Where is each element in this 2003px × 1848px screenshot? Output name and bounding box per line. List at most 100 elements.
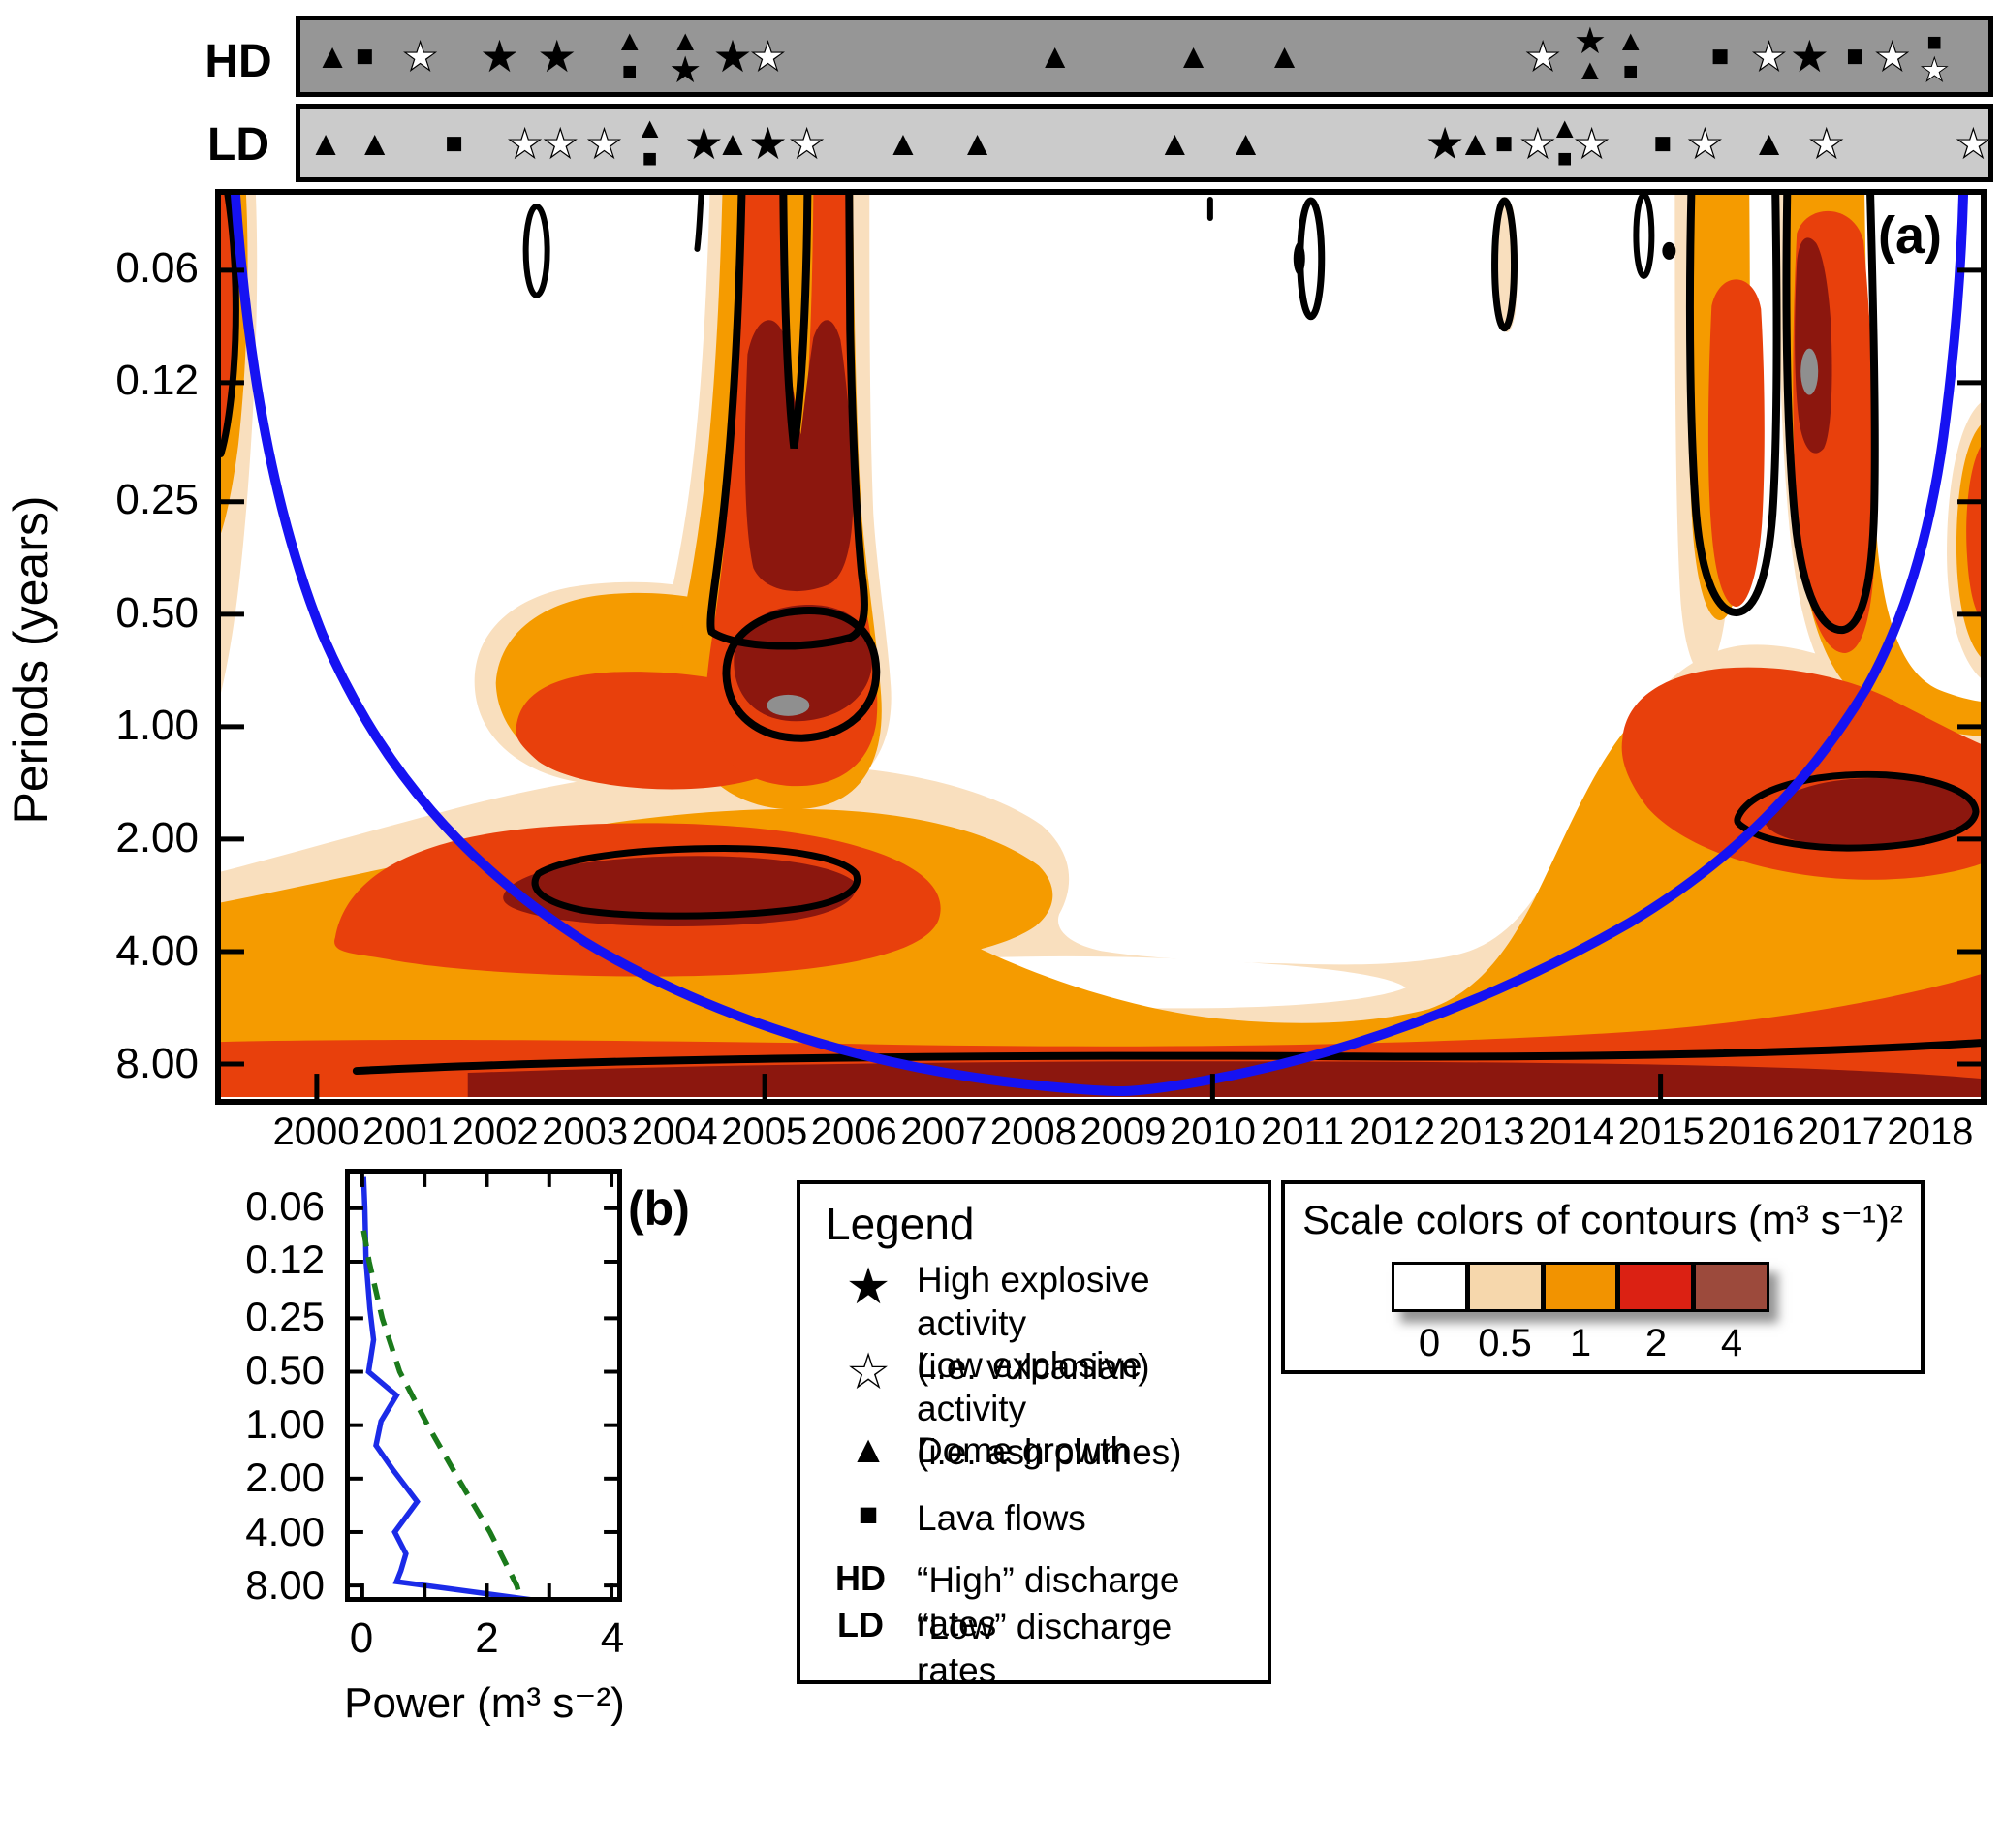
event-symbol-star_open: ★ ☆ xyxy=(1518,117,1558,169)
event-symbol-star_open: ★ ☆ xyxy=(540,117,580,169)
year-tick-label: 2014 xyxy=(1528,1111,1615,1153)
contour-left-blob xyxy=(531,845,861,920)
legend-box: Legend ★ High explosive activity (i.e. vul… xyxy=(797,1180,1271,1690)
legend-title: Legend xyxy=(826,1199,975,1249)
colorbar-cell xyxy=(1543,1262,1619,1312)
event-symbol-triangle: ▲ xyxy=(1228,122,1264,163)
year-tick-label: 2009 xyxy=(1080,1111,1167,1153)
year-tick-label: 2017 xyxy=(1797,1111,1884,1153)
maroon-bulb xyxy=(734,604,873,722)
contour-plume-notch xyxy=(779,195,812,449)
event-symbol-star: ★ xyxy=(747,117,789,169)
event-symbol-triangle: ▲ xyxy=(886,122,921,163)
contour-2002 xyxy=(522,203,550,298)
legend-item-text: Lava flows xyxy=(917,1498,1086,1538)
pb-period-tick-label: 8.00 xyxy=(245,1562,325,1609)
colorbar-tick-label: 0.5 xyxy=(1478,1322,1532,1364)
gray-2016 xyxy=(1800,348,1819,395)
legend-item: ★ ☆ Low explosive activity (i.e. ash plumes… xyxy=(826,1343,1252,1474)
event-symbol-triangle-square: ▲ ■ xyxy=(635,111,665,172)
pb-period-tick-label: 0.12 xyxy=(245,1237,325,1283)
star-open-icon: ★ ☆ xyxy=(845,1344,892,1400)
year-tick-label: 2015 xyxy=(1617,1111,1705,1153)
contour-plume-outer xyxy=(706,195,868,650)
event-symbol-star_open: ★ ☆ xyxy=(1953,117,1993,169)
contour-bulb xyxy=(722,607,881,742)
event-symbol-triangle: ▲ xyxy=(1037,36,1073,76)
event-symbol-star_open: ★ ☆ xyxy=(1806,117,1847,169)
event-symbol-triangle: ▲ xyxy=(357,122,392,163)
star-icon: ★ xyxy=(845,1259,892,1315)
event-symbol-triangle: ▲ xyxy=(1157,122,1193,163)
colorbar xyxy=(1392,1262,1769,1312)
event-symbol-square: ■ xyxy=(1846,39,1864,73)
year-tick-label: 2018 xyxy=(1887,1111,1974,1153)
year-tick-label: 2003 xyxy=(542,1111,629,1153)
event-symbol-square: ■ xyxy=(1653,125,1673,160)
period-tick-label: 1.00 xyxy=(115,702,199,750)
colorbar-cell xyxy=(1392,1262,1468,1312)
event-symbol-square: ■ xyxy=(1494,125,1514,160)
period-tick-label: 0.50 xyxy=(115,588,199,637)
maroon-right-blob xyxy=(1764,778,1976,847)
legend-key-ld: LD xyxy=(837,1605,884,1644)
legend-item-text: “Low” discharge rates xyxy=(917,1607,1173,1690)
event-symbol-star_open: ★ ☆ xyxy=(1748,31,1790,81)
pb-period-tick-label: 0.06 xyxy=(245,1183,325,1229)
y-axis-title: Periods (years) xyxy=(4,495,58,825)
ld-bar-track: ▲ ▲ ■ ★ ☆ ★ ☆ ★ ☆ ▲ ■ ★ ▲ ★ ★ ☆ ▲ ▲ ▲ ▲ ★ ▲ ■ ★ ☆ ▲ ■ ★ ☆ ■ ★ ☆ ▲ ★ ☆ ★ ☆ xyxy=(296,104,1993,182)
maroon-plume-2016 xyxy=(1795,237,1832,454)
event-symbol-square-star_open: ■ ★ ☆ xyxy=(1918,27,1952,91)
legend-item-text: Low explosive activity (i.e. ash plumes) xyxy=(917,1345,1182,1472)
contour-2011-blob xyxy=(1293,241,1305,275)
wavelet-contours xyxy=(221,195,1981,1099)
pb-period-tick-label: 2.00 xyxy=(245,1455,325,1501)
colorbar-cell xyxy=(1618,1262,1695,1312)
colorbar-title: Scale colors of contours (m³ s⁻¹)² xyxy=(1302,1197,1903,1242)
colorbar-tick-label: 0 xyxy=(1418,1322,1441,1364)
colorbar-cell xyxy=(1467,1262,1544,1312)
wavelet-plot xyxy=(215,189,1987,1105)
year-tick-label: 2011 xyxy=(1261,1111,1345,1153)
event-symbol-triangle: ▲ xyxy=(959,122,995,163)
contour-plume-2015 xyxy=(1685,195,1781,617)
year-tick-label: 2000 xyxy=(272,1111,360,1153)
contour-bottom xyxy=(352,1039,1981,1076)
legend-item: ▲ Dome growth xyxy=(826,1428,1252,1472)
colorbar-tick-label: 4 xyxy=(1720,1322,1743,1364)
year-tick-label: 2004 xyxy=(631,1111,718,1153)
event-symbol-star_open: ★ ☆ xyxy=(1684,117,1725,169)
gray-bulb xyxy=(767,694,810,716)
hd-bar-track: ▲ ■ ★ ☆ ★ ★ ▲ ■ ▲ ★ ★ ★ ☆ ▲ ▲ ▲ ★ ☆ ★ ▲ ▲ ■ ■ ★ ☆ ★ ■ ★ ☆ ■ ★ ☆ xyxy=(296,16,1993,97)
event-symbol-triangle-square: ▲ ■ xyxy=(1549,111,1580,172)
event-symbol-star: ★ xyxy=(1789,31,1830,81)
colorbar-cell xyxy=(1694,1262,1769,1312)
event-symbol-star_open: ★ ☆ xyxy=(1572,117,1612,169)
ld-bar-label: LD xyxy=(207,119,269,171)
period-tick-label: 4.00 xyxy=(115,926,199,975)
colorbar-tick-label: 1 xyxy=(1569,1322,1592,1364)
coi-curve xyxy=(230,195,1969,1097)
orange-band-mega xyxy=(221,672,1981,1098)
year-tick-label: 2005 xyxy=(721,1111,808,1153)
power-spectrum-plot xyxy=(345,1169,622,1602)
event-symbol-triangle: ▲ xyxy=(1175,36,1211,76)
event-symbol-triangle: ▲ xyxy=(308,122,343,163)
maroon-plume-upper xyxy=(744,320,854,592)
event-symbol-star-triangle: ★ ▲ xyxy=(1573,21,1607,86)
event-symbol-star: ★ xyxy=(712,31,753,81)
event-symbol-star_open: ★ ☆ xyxy=(505,117,546,169)
year-tick-label: 2007 xyxy=(900,1111,987,1153)
period-tick-label: 0.12 xyxy=(115,357,199,405)
year-tick-label: 2012 xyxy=(1349,1111,1436,1153)
pb-period-tick-label: 0.50 xyxy=(245,1347,325,1394)
pb-power-tick-label: 4 xyxy=(600,1614,625,1662)
period-tick-label: 0.06 xyxy=(115,244,199,292)
event-symbol-triangle: ▲ xyxy=(315,36,350,76)
event-symbol-triangle: ▲ xyxy=(1457,122,1493,163)
triangle-icon: ▲ xyxy=(849,1428,888,1471)
contour-2013 xyxy=(1491,197,1518,332)
event-symbol-square: ■ xyxy=(355,39,374,73)
series-solid xyxy=(360,1176,531,1597)
event-symbol-star_open: ★ ☆ xyxy=(1522,31,1563,81)
